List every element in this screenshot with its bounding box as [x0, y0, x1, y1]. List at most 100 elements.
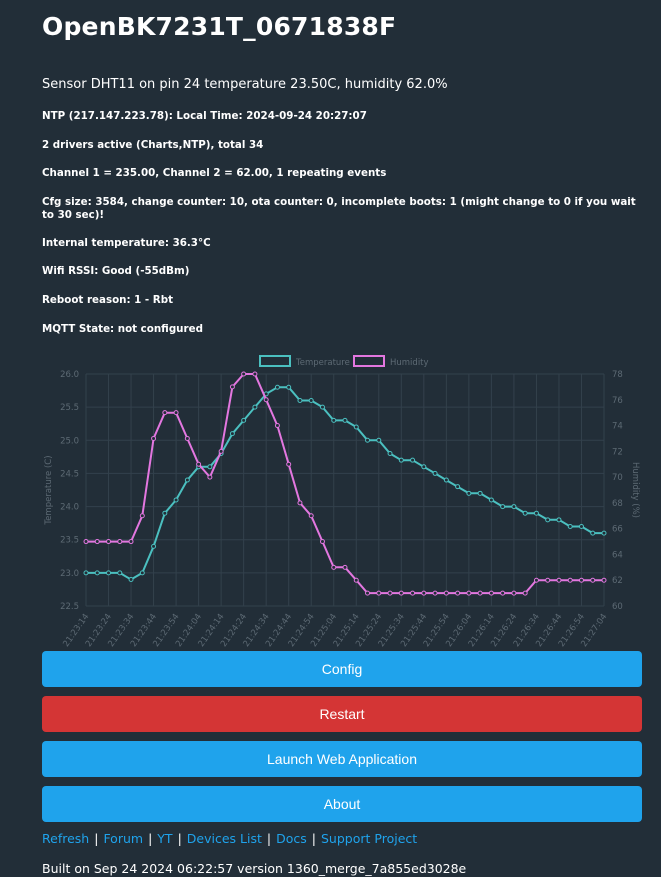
humidity-point	[286, 461, 292, 467]
humidity-point	[466, 590, 472, 596]
temperature-point	[432, 470, 438, 476]
temperature-point	[590, 530, 596, 536]
yt-link[interactable]: YT	[157, 831, 173, 846]
temperature-point	[308, 398, 314, 404]
chart-series	[83, 371, 607, 596]
docs-link[interactable]: Docs	[276, 831, 307, 846]
temperature-legend-label: Temperature	[295, 358, 350, 368]
temperature-point	[184, 477, 190, 483]
humidity-point	[533, 577, 539, 583]
humidity-point	[139, 513, 145, 519]
chart-legend: Temperature Humidity	[259, 355, 429, 368]
y-left-tick-label: 25.5	[60, 403, 79, 413]
humidity-point	[151, 435, 157, 441]
temperature-point	[376, 437, 382, 443]
temperature-point	[410, 457, 416, 463]
humidity-point	[545, 577, 551, 583]
temperature-point	[533, 510, 539, 516]
temperature-point	[556, 517, 562, 523]
temperature-point	[173, 497, 179, 503]
mqtt-state: MQTT State: not configured	[42, 323, 203, 335]
y-left-tick-label: 25.0	[60, 436, 79, 446]
temperature-point	[117, 570, 123, 576]
humidity-point	[274, 423, 280, 429]
launch-web-app-button[interactable]: Launch Web Application	[42, 741, 642, 777]
humidity-point	[353, 577, 359, 583]
humidity-point	[477, 590, 483, 596]
y-right-tick-label: 74	[612, 422, 623, 432]
humidity-point	[567, 577, 573, 583]
humidity-point	[319, 539, 325, 545]
temperature-point	[331, 417, 337, 423]
humidity-point	[556, 577, 562, 583]
config-button[interactable]: Config	[42, 651, 642, 687]
humidity-legend-label: Humidity	[390, 358, 429, 368]
about-button[interactable]: About	[42, 786, 642, 822]
devices-list-link[interactable]: Devices List	[186, 831, 262, 846]
y-right-tick-label: 78	[612, 370, 623, 380]
temperature-point	[342, 417, 348, 423]
humidity-point	[578, 577, 584, 583]
humidity-point	[398, 590, 404, 596]
link-separator: |	[266, 831, 272, 846]
y-right-tick-label: 62	[612, 576, 623, 586]
humidity-point	[443, 590, 449, 596]
temperature-point	[387, 451, 393, 457]
y-right-axis-title: Humidity (%)	[630, 462, 640, 518]
humidity-point	[500, 590, 506, 596]
temperature-point	[601, 530, 607, 536]
humidity-point	[263, 397, 269, 403]
temperature-point	[353, 424, 359, 430]
temperature-point	[94, 570, 100, 576]
humidity-point	[241, 371, 247, 377]
humidity-point	[511, 590, 517, 596]
temperature-point	[398, 457, 404, 463]
temperature-point	[139, 570, 145, 576]
temperature-point	[477, 490, 483, 496]
temperature-point	[488, 497, 494, 503]
y-left-tick-label: 23.5	[60, 536, 79, 546]
humidity-point	[218, 448, 224, 454]
build-info: Built on Sep 24 2024 06:22:57 version 13…	[42, 861, 467, 876]
temperature-point	[286, 384, 292, 390]
humidity-point	[421, 590, 427, 596]
temperature-point	[365, 437, 371, 443]
temperature-point	[511, 504, 517, 510]
humidity-point	[410, 590, 416, 596]
humidity-point	[128, 539, 134, 545]
humidity-point	[173, 410, 179, 416]
link-separator: |	[94, 831, 99, 846]
temperature-point	[421, 464, 427, 470]
refresh-link[interactable]: Refresh	[42, 831, 90, 846]
y-right-tick-label: 68	[612, 499, 623, 509]
humidity-point	[308, 513, 314, 519]
humidity-point	[162, 410, 168, 416]
temperature-point	[83, 570, 89, 576]
y-left-tick-label: 24.0	[60, 503, 79, 513]
humidity-point	[106, 539, 112, 545]
forum-link[interactable]: Forum	[103, 831, 144, 846]
temperature-point	[252, 404, 258, 410]
temperature-point	[567, 523, 573, 529]
humidity-legend-swatch	[353, 355, 385, 367]
humidity-point	[184, 435, 190, 441]
sensor-status: Sensor DHT11 on pin 24 temperature 23.50…	[42, 77, 448, 92]
restart-button[interactable]: Restart	[42, 696, 642, 732]
humidity-point	[342, 564, 348, 570]
humidity-point	[331, 564, 337, 570]
link-separator: |	[177, 831, 182, 846]
temperature-point	[522, 510, 528, 516]
humidity-point	[117, 539, 123, 545]
temperature-point	[545, 517, 551, 523]
support-project-link[interactable]: Support Project	[321, 831, 418, 846]
channels-status: Channel 1 = 235.00, Channel 2 = 62.00, 1…	[42, 167, 387, 179]
humidity-point	[522, 590, 528, 596]
wifi-rssi: Wifi RSSI: Good (-55dBm)	[42, 265, 190, 277]
temperature-point	[241, 417, 247, 423]
link-separator: |	[311, 831, 316, 846]
y-right-tick-label: 66	[612, 525, 623, 535]
y-left-axis-title: Temperature (C)	[44, 455, 54, 525]
device-title: OpenBK7231T_0671838F	[42, 12, 397, 41]
temperature-point	[106, 570, 112, 576]
humidity-point	[432, 590, 438, 596]
